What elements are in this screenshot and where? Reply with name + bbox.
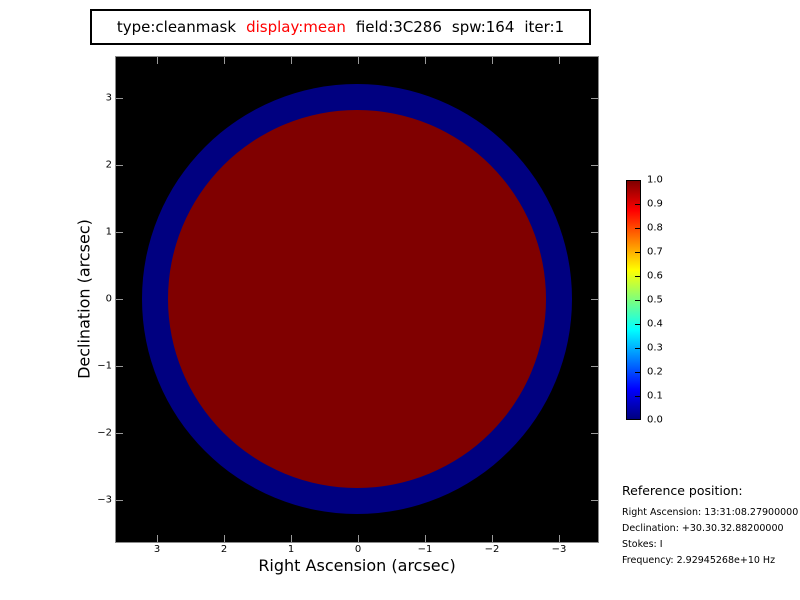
reference-position-block: Reference position: Right Ascension: 13:… xyxy=(622,483,800,569)
y-tick-left xyxy=(116,232,123,233)
title-segment: field:3C286 xyxy=(355,18,442,36)
colorbar-tick xyxy=(635,204,640,205)
reference-line: Declination: +30.30.32.88200000 xyxy=(622,523,784,534)
y-tick-label: 0 xyxy=(105,293,112,305)
x-tick-bottom xyxy=(358,535,359,542)
x-tick-bottom xyxy=(157,535,158,542)
colorbar-tick-label: 0.7 xyxy=(647,246,663,258)
y-tick-label: 3 xyxy=(105,92,112,104)
title-segment: spw:164 xyxy=(451,18,515,36)
colorbar-tick-label: 0.2 xyxy=(647,366,663,378)
x-tick-bottom xyxy=(291,535,292,542)
colorbar-tick-label: 0.8 xyxy=(647,222,663,234)
colorbar-tick-label: 0.3 xyxy=(647,342,663,354)
y-tick-right xyxy=(591,165,598,166)
colorbar-tick-label: 0.6 xyxy=(647,270,663,282)
y-tick-left xyxy=(116,98,123,99)
reference-line: Stokes: I xyxy=(622,539,663,550)
x-tick-top xyxy=(425,57,426,64)
y-tick-left xyxy=(116,366,123,367)
colorbar-tick-label: 0.9 xyxy=(647,198,663,210)
title-segment: display:mean xyxy=(246,18,346,36)
x-tick-top xyxy=(157,57,158,64)
x-tick-label: 3 xyxy=(153,544,161,555)
colorbar-tick-label: 0.5 xyxy=(647,294,663,306)
x-tick-top xyxy=(291,57,292,64)
x-tick-bottom xyxy=(559,535,560,542)
colorbar-tick xyxy=(635,252,640,253)
colorbar xyxy=(626,180,641,420)
mask-disk xyxy=(168,110,546,488)
y-tick-right xyxy=(591,98,598,99)
colorbar-tick xyxy=(635,348,640,349)
x-tick-label: −3 xyxy=(551,544,567,555)
y-tick-left xyxy=(116,165,123,166)
colorbar-tick-label: 1.0 xyxy=(647,174,663,186)
y-tick-left xyxy=(116,299,123,300)
colorbar-tick xyxy=(635,372,640,373)
reference-heading: Reference position: xyxy=(622,483,743,498)
y-tick-right xyxy=(591,366,598,367)
x-tick-bottom xyxy=(224,535,225,542)
x-tick-top xyxy=(492,57,493,64)
x-tick-label: −1 xyxy=(417,544,433,555)
x-tick-top xyxy=(224,57,225,64)
x-tick-bottom xyxy=(425,535,426,542)
plot-title-box: type:cleanmask display:mean field:3C286 spw… xyxy=(90,9,591,45)
title-segment: type:cleanmask xyxy=(116,18,237,36)
x-tick-label: 2 xyxy=(220,544,228,555)
colorbar-tick xyxy=(635,396,640,397)
y-axis-label: Declination (arcsec) xyxy=(74,219,94,379)
title-segment: iter:1 xyxy=(524,18,565,36)
y-tick-label: 2 xyxy=(105,159,112,171)
y-tick-label: −1 xyxy=(97,360,112,372)
y-tick-right xyxy=(591,299,598,300)
x-tick-top xyxy=(559,57,560,64)
y-tick-label: 1 xyxy=(105,226,112,238)
reference-lines: Right Ascension: 13:31:08.27900000 Declin… xyxy=(622,505,800,569)
x-axis-label: Right Ascension (arcsec) xyxy=(258,556,456,575)
colorbar-tick-label: 0.1 xyxy=(647,390,663,402)
reference-line: Frequency: 2.92945268e+10 Hz xyxy=(622,555,776,566)
x-tick-top xyxy=(358,57,359,64)
y-tick-left xyxy=(116,433,123,434)
colorbar-tick-label: 0.0 xyxy=(647,414,663,426)
colorbar-tick xyxy=(635,228,640,229)
y-tick-right xyxy=(591,232,598,233)
colorbar-tick xyxy=(635,276,640,277)
x-tick-label: 0 xyxy=(354,544,362,555)
y-tick-left xyxy=(116,500,123,501)
reference-line: Right Ascension: 13:31:08.27900000 xyxy=(622,507,799,518)
x-tick-bottom xyxy=(492,535,493,542)
y-tick-right xyxy=(591,500,598,501)
colorbar-tick-label: 0.4 xyxy=(647,318,663,330)
y-tick-label: −3 xyxy=(97,494,112,506)
y-tick-label: −2 xyxy=(97,427,112,439)
plot-canvas xyxy=(115,56,599,543)
colorbar-tick xyxy=(635,300,640,301)
x-tick-label: 1 xyxy=(287,544,295,555)
x-tick-label: −2 xyxy=(484,544,500,555)
colorbar-tick xyxy=(635,324,640,325)
y-tick-right xyxy=(591,433,598,434)
